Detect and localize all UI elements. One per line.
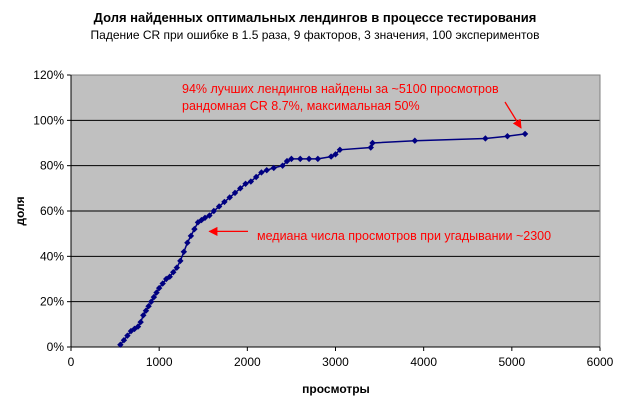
data-point: [148, 298, 155, 305]
data-point: [170, 269, 177, 276]
data-point: [314, 155, 322, 163]
data-point: [177, 257, 184, 265]
data-point: [252, 173, 260, 181]
data-point: [411, 137, 419, 144]
data-point: [201, 214, 209, 221]
x-tick-label: 1000: [146, 355, 173, 369]
annotation-top-line: 94% лучших лендингов найдены за ~5100 пр…: [182, 82, 499, 96]
x-tick-label: 4000: [410, 355, 437, 369]
data-point: [305, 155, 313, 163]
data-point: [173, 264, 180, 271]
data-point: [166, 273, 173, 280]
data-point: [163, 275, 170, 283]
data-point: [279, 162, 286, 169]
annotations: 94% лучших лендингов найдены за ~5100 пр…: [182, 82, 551, 243]
data-point: [336, 146, 344, 153]
data-point: [206, 212, 213, 219]
data-point: [288, 155, 295, 163]
data-point: [120, 337, 128, 344]
y-tick-label: 60%: [40, 204, 64, 218]
y-tick-label: 100%: [33, 113, 64, 127]
data-point: [145, 303, 152, 310]
data-point: [150, 293, 158, 301]
data-point: [155, 284, 163, 292]
data-point: [159, 280, 166, 287]
annotation-top-arrow: [504, 101, 522, 129]
data-point: [263, 167, 270, 174]
x-tick-label: 5000: [498, 355, 525, 369]
data-point: [221, 198, 228, 206]
data-point: [297, 155, 304, 163]
y-tick-labels: 0% 20% 40% 60% 80% 100% 120%: [33, 68, 64, 354]
data-point: [521, 130, 529, 138]
annotation-median-line: медиана числа просмотров при угадывании …: [257, 229, 551, 243]
data-point: [187, 232, 195, 240]
chart-subtitle: Падение CR при ошибке в 1.5 раза, 9 факт…: [91, 28, 540, 42]
annotation-top-line: рандомная CR 8.7%, максимальная 50%: [182, 99, 420, 113]
data-point: [332, 151, 339, 158]
data-point: [504, 133, 511, 140]
x-axis-label: просмотры: [302, 382, 370, 396]
y-tick-label: 0%: [47, 340, 65, 354]
data-point: [237, 185, 244, 192]
data-point: [247, 178, 255, 185]
x-tick-label: 2000: [234, 355, 261, 369]
data-point: [226, 194, 233, 201]
data-point: [369, 139, 376, 147]
data-point: [117, 341, 124, 348]
x-tick-label: 6000: [587, 355, 614, 369]
data-point: [180, 248, 188, 255]
x-tick-label: 3000: [322, 355, 349, 369]
data-point: [124, 332, 131, 339]
data-point: [184, 239, 191, 246]
x-tick-labels: 0 1000 2000 3000 4000 5000 6000: [68, 355, 614, 369]
data-point: [140, 312, 147, 319]
data-point: [231, 189, 239, 197]
data-point: [242, 180, 249, 187]
data-point: [270, 164, 277, 172]
x-tick-label: 0: [68, 355, 75, 369]
data-point: [283, 157, 291, 165]
axes: [67, 74, 601, 351]
y-axis-label: доля: [13, 196, 27, 225]
data-point: [153, 289, 160, 296]
y-tick-label: 40%: [40, 249, 64, 263]
y-tick-label: 80%: [40, 159, 64, 173]
series-group: [117, 130, 529, 348]
data-point: [215, 203, 223, 210]
data-point: [482, 135, 489, 142]
data-point: [210, 207, 218, 215]
data-point: [327, 153, 335, 160]
y-tick-label: 20%: [40, 295, 64, 309]
data-point: [137, 318, 144, 326]
data-point: [191, 225, 198, 233]
data-point: [258, 169, 265, 176]
y-tick-label: 120%: [33, 68, 64, 82]
chart-title: Доля найденных оптимальных лендингов в п…: [94, 10, 537, 25]
data-point: [134, 323, 142, 330]
data-point: [142, 307, 150, 314]
